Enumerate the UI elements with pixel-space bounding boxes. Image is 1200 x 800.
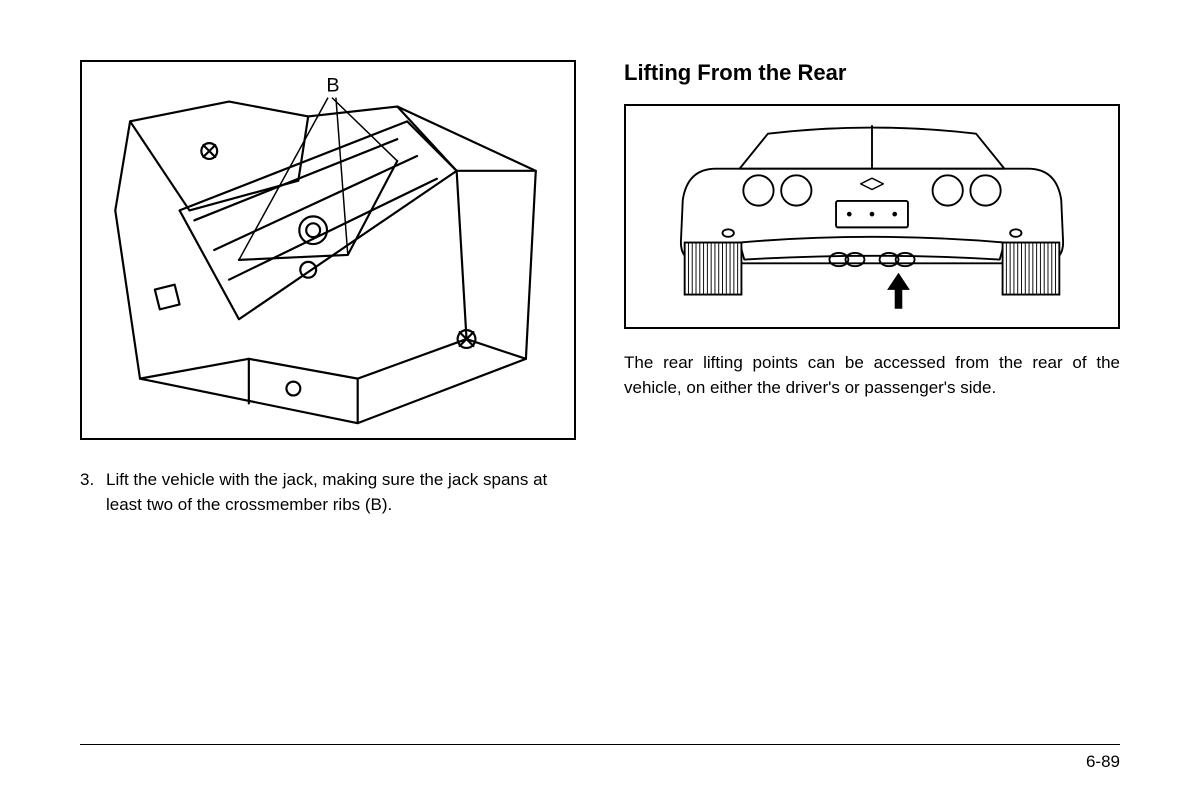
right-column: Lifting From the Rear [624, 60, 1120, 517]
lift-point-arrow-icon [887, 273, 910, 309]
vehicle-rear-svg [626, 106, 1118, 327]
page-number: 6-89 [1086, 752, 1120, 772]
page-content: B [80, 60, 1120, 517]
tire-left [685, 243, 742, 295]
tire-right [1003, 243, 1060, 295]
crossmember-figure: B [80, 60, 576, 440]
rear-caption: The rear lifting points can be accessed … [624, 351, 1120, 400]
figure-label-b: B [326, 75, 339, 97]
rear-view-figure [624, 104, 1120, 329]
step-text: Lift the vehicle with the jack, making s… [106, 468, 576, 517]
crossmember-diagram-svg: B [82, 62, 574, 438]
section-heading: Lifting From the Rear [624, 60, 1120, 86]
instruction-step-3: 3. Lift the vehicle with the jack, makin… [80, 468, 576, 517]
footer-rule [80, 744, 1120, 745]
left-column: B [80, 60, 576, 517]
step-number: 3. [80, 468, 106, 517]
